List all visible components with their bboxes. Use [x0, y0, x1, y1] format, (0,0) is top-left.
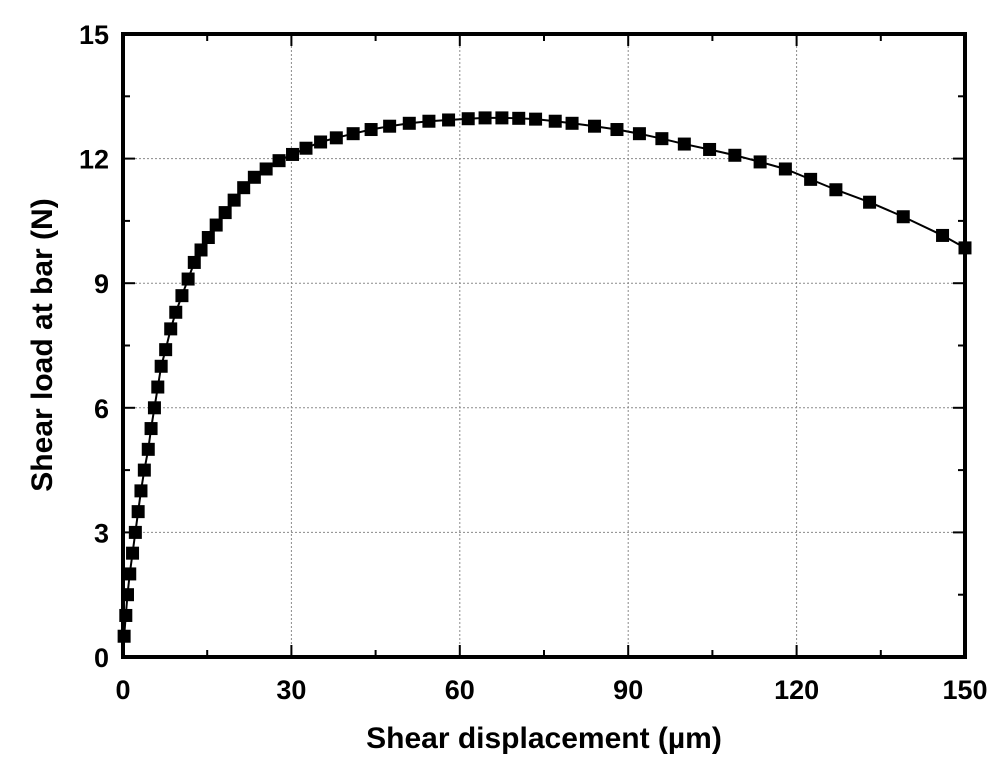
x-tick-label: 0: [115, 675, 130, 705]
data-point-square: [187, 255, 201, 269]
data-point-square: [128, 525, 142, 539]
data-point-square: [299, 141, 313, 155]
data-point-square: [134, 484, 148, 498]
data-point-square: [247, 170, 261, 184]
grid: [123, 34, 965, 657]
data-series: [117, 111, 972, 643]
y-tick-label: 9: [94, 269, 109, 299]
plot-frame: [121, 32, 967, 659]
x-tick-label: 30: [276, 675, 306, 705]
data-point-square: [728, 148, 742, 162]
y-tick-label: 6: [94, 394, 109, 424]
x-tick-label: 120: [774, 675, 819, 705]
data-point-square: [478, 111, 492, 125]
x-tick-label: 60: [445, 675, 475, 705]
data-point-square: [123, 567, 137, 581]
data-point-square: [144, 422, 158, 436]
data-point-square: [402, 116, 416, 130]
data-point-square: [422, 114, 436, 128]
x-axis-title: Shear displacement (µm): [366, 722, 722, 755]
data-point-square: [159, 343, 173, 357]
data-point-square: [753, 155, 767, 169]
y-tick-label: 12: [79, 145, 109, 175]
data-point-square: [383, 119, 397, 133]
data-point-square: [565, 116, 579, 130]
data-point-square: [610, 123, 624, 137]
data-point-square: [209, 218, 223, 232]
data-point-square: [512, 111, 526, 125]
data-point-square: [329, 131, 343, 145]
data-point-square: [529, 112, 543, 126]
data-point-square: [169, 305, 183, 319]
data-point-square: [936, 228, 950, 242]
x-tick-label: 150: [942, 675, 987, 705]
data-point-square: [154, 359, 168, 373]
tick-labels: 0 30 60 90 120 150 0 3 6 9 12 15: [79, 20, 988, 705]
data-point-square: [588, 119, 602, 133]
data-point-square: [181, 272, 195, 286]
axis-ticks: [122, 33, 966, 658]
data-point-square: [495, 111, 509, 125]
data-point-square: [703, 142, 717, 156]
data-point-square: [141, 442, 155, 456]
data-point-square: [655, 132, 669, 146]
data-point-square: [346, 127, 360, 141]
data-point-square: [286, 147, 300, 161]
data-point-square: [804, 172, 818, 186]
data-point-square: [137, 463, 151, 477]
y-tick-label: 3: [94, 518, 109, 548]
data-point-square: [151, 380, 165, 394]
data-point-square: [218, 206, 232, 220]
data-point-square: [778, 162, 792, 176]
data-point-square: [272, 154, 286, 168]
data-point-square: [227, 193, 241, 207]
data-point-square: [677, 137, 691, 151]
data-point-square: [632, 127, 646, 141]
data-point-square: [201, 231, 215, 245]
y-tick-label: 0: [94, 643, 109, 673]
data-point-square: [863, 195, 877, 209]
data-point-square: [147, 401, 161, 415]
data-point-square: [314, 135, 328, 149]
x-tick-label: 90: [613, 675, 643, 705]
data-point-square: [364, 123, 378, 137]
data-point-square: [548, 114, 562, 128]
data-point-square: [194, 243, 208, 257]
data-point-square: [461, 112, 475, 126]
y-axis-title: Shear load at bar (N): [26, 198, 59, 491]
data-point-square: [164, 322, 178, 336]
data-point-square: [131, 505, 145, 519]
data-point-square: [896, 210, 910, 224]
data-point-square: [237, 181, 251, 195]
data-point-square: [175, 289, 189, 303]
data-point-square: [126, 546, 140, 560]
y-tick-label: 15: [79, 20, 109, 50]
data-point-square: [442, 113, 456, 127]
data-point-square: [259, 162, 273, 176]
data-point-square: [829, 183, 843, 197]
